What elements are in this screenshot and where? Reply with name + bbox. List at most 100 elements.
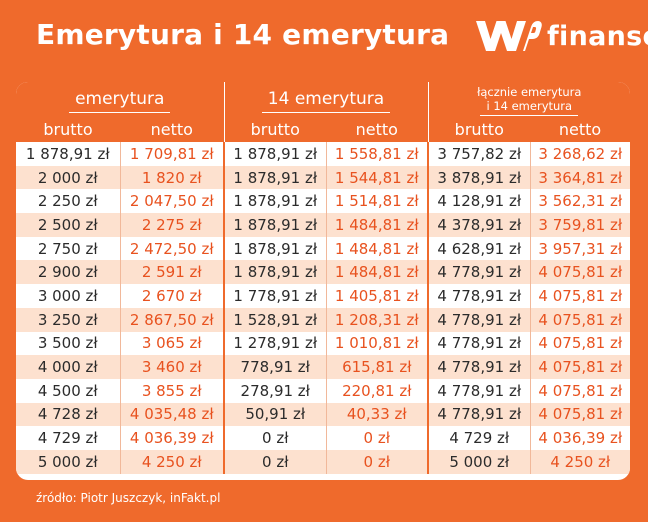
- table-cell: 1 878,91 zł: [223, 142, 326, 166]
- table-cell: 1 878,91 zł: [223, 165, 326, 190]
- table-row: 2 750 zł 2 472,50 zł 1 878,91 zł 1 484,81 z…: [16, 236, 630, 261]
- table-cell: 4 778,91 zł: [427, 331, 531, 356]
- table-row: 3 000 zł 2 670 zł 1 778,91 zł 1 405,81 zł 4 …: [16, 284, 630, 308]
- table-cell: 4 075,81 zł: [529, 284, 630, 308]
- group-header-14-emerytura: 14 emerytura: [223, 82, 429, 116]
- column-header: brutto: [223, 116, 326, 142]
- table-cell: 4 000 zł: [16, 355, 120, 379]
- table-row: 4 000 zł 3 460 zł 778,91 zł 615,81 zł 4 778,…: [16, 355, 630, 379]
- table-row: 3 250 zł 2 867,50 zł 1 528,91 zł 1 208,31 z…: [16, 307, 630, 332]
- table-cell: 2 500 zł: [16, 213, 120, 237]
- table-cell: 3 957,31 zł: [529, 236, 630, 261]
- table-cell: 4 036,39 zł: [529, 426, 630, 450]
- table-cell: 4 075,81 zł: [529, 331, 630, 356]
- group-header-lacznie: łącznie emerytura i 14 emerytura: [427, 82, 630, 116]
- table-cell: 4 075,81 zł: [529, 402, 630, 427]
- column-header: netto: [120, 116, 224, 142]
- table-cell: 3 268,62 zł: [529, 142, 630, 166]
- table-row: 1 878,91 zł 1 709,81 zł 1 878,91 zł 1 558,8…: [16, 142, 630, 166]
- table-cell: 615,81 zł: [325, 355, 429, 379]
- table-cell: 3 364,81 zł: [529, 165, 630, 190]
- table-cell: 2 750 zł: [16, 236, 120, 261]
- table-cell: 1 278,91 zł: [223, 331, 326, 356]
- table-cell: 4 778,91 zł: [427, 284, 531, 308]
- table-cell: 4 778,91 zł: [427, 355, 531, 379]
- table-row: 2 000 zł 1 820 zł 1 878,91 zł 1 544,81 zł 3 …: [16, 165, 630, 190]
- table-row: 2 500 zł 2 275 zł 1 878,91 zł 1 484,81 zł 4 …: [16, 213, 630, 237]
- column-header: brutto: [16, 116, 120, 142]
- table-cell: 3 562,31 zł: [529, 189, 630, 214]
- table-cell: 1 514,81 zł: [325, 189, 429, 214]
- table-cell: 1 878,91 zł: [16, 142, 120, 166]
- table-row: 4 729 zł 4 036,39 zł 0 zł 0 zł 4 729 zł 4 036…: [16, 426, 630, 450]
- table-cell: 1 778,91 zł: [223, 284, 326, 308]
- table-cell: 1 709,81 zł: [119, 142, 224, 166]
- table-row: 4 500 zł 3 855 zł 278,91 zł 220,81 zł 4 778,…: [16, 378, 630, 403]
- table-cell: 4 075,81 zł: [529, 307, 630, 332]
- group-header-emerytura: emerytura: [16, 82, 224, 116]
- table-cell: 1 544,81 zł: [325, 165, 429, 190]
- table-cell: 1 528,91 zł: [223, 307, 326, 332]
- table-cell: 1 878,91 zł: [223, 260, 326, 285]
- table-cell: 1 558,81 zł: [325, 142, 429, 166]
- table-cell: 4 075,81 zł: [529, 355, 630, 379]
- pension-table: emerytura 14 emerytura łącznie emerytura…: [16, 82, 630, 474]
- table-cell: 2 900 zł: [16, 260, 120, 285]
- table-cell: 3 878,91 zł: [427, 165, 531, 190]
- table-cell: 1 484,81 zł: [325, 236, 429, 261]
- table-cell: 4 778,91 zł: [427, 378, 531, 403]
- table-cell: 4 778,91 zł: [427, 402, 531, 427]
- table-cell: 778,91 zł: [223, 355, 326, 379]
- table-row: 4 728 zł 4 035,48 zł 50,91 zł 40,33 zł 4 778…: [16, 402, 630, 427]
- table-cell: 2 591 zł: [119, 260, 224, 285]
- table-cell: 4 250 zł: [119, 449, 224, 474]
- table-cell: 220,81 zł: [325, 378, 429, 403]
- column-header: brutto: [427, 116, 531, 142]
- table-cell: 4 728 zł: [16, 402, 120, 427]
- table-cell: 1 878,91 zł: [223, 213, 326, 237]
- table-cell: 0 zł: [325, 426, 429, 450]
- table-cell: 4 778,91 zł: [427, 260, 531, 285]
- table-cell: 4 729 zł: [16, 426, 120, 450]
- table-cell: 0 zł: [223, 449, 326, 474]
- table-cell: 40,33 zł: [325, 402, 429, 427]
- table-cell: 1 208,31 zł: [325, 307, 429, 332]
- table-cell: 3 460 zł: [119, 355, 224, 379]
- table-cell: 4 778,91 zł: [427, 307, 531, 332]
- table-cell: 5 000 zł: [427, 449, 531, 474]
- wp-logo-icon: [476, 21, 542, 51]
- column-header: netto: [530, 116, 630, 142]
- table-cell: 3 065 zł: [119, 331, 224, 356]
- page-title: Emerytura i 14 emerytura: [36, 18, 450, 51]
- table-cell: 4 250 zł: [529, 449, 630, 474]
- table-cell: 4 128,91 zł: [427, 189, 531, 214]
- table-cell: 1 878,91 zł: [223, 236, 326, 261]
- table-cell: 4 378,91 zł: [427, 213, 531, 237]
- table-cell: 4 075,81 zł: [529, 378, 630, 403]
- table-cell: 1 405,81 zł: [325, 284, 429, 308]
- table-cell: 1 484,81 zł: [325, 260, 429, 285]
- table-cell: 0 zł: [325, 449, 429, 474]
- column-header: netto: [326, 116, 429, 142]
- table-cell: 4 075,81 zł: [529, 260, 630, 285]
- table-cell: 3 000 zł: [16, 284, 120, 308]
- table-cell: 4 500 zł: [16, 378, 120, 403]
- table-cell: 3 757,82 zł: [427, 142, 531, 166]
- table-cell: 2 472,50 zł: [119, 236, 224, 261]
- table-cell: 1 820 zł: [119, 165, 224, 190]
- table-cell: 4 729 zł: [427, 426, 531, 450]
- table-cell: 1 010,81 zł: [325, 331, 429, 356]
- table-cell: 5 000 zł: [16, 449, 120, 474]
- table-cell: 3 759,81 zł: [529, 213, 630, 237]
- table-cell: 3 855 zł: [119, 378, 224, 403]
- table-cell: 2 275 zł: [119, 213, 224, 237]
- source-note: źródło: Piotr Juszczyk, inFakt.pl: [36, 491, 221, 505]
- table-cell: 1 878,91 zł: [223, 189, 326, 214]
- table-row: 5 000 zł 4 250 zł 0 zł 0 zł 5 000 zł 4 250 zł: [16, 449, 630, 474]
- table-cell: 3 250 zł: [16, 307, 120, 332]
- table-cell: 1 484,81 zł: [325, 213, 429, 237]
- table-cell: 0 zł: [223, 426, 326, 450]
